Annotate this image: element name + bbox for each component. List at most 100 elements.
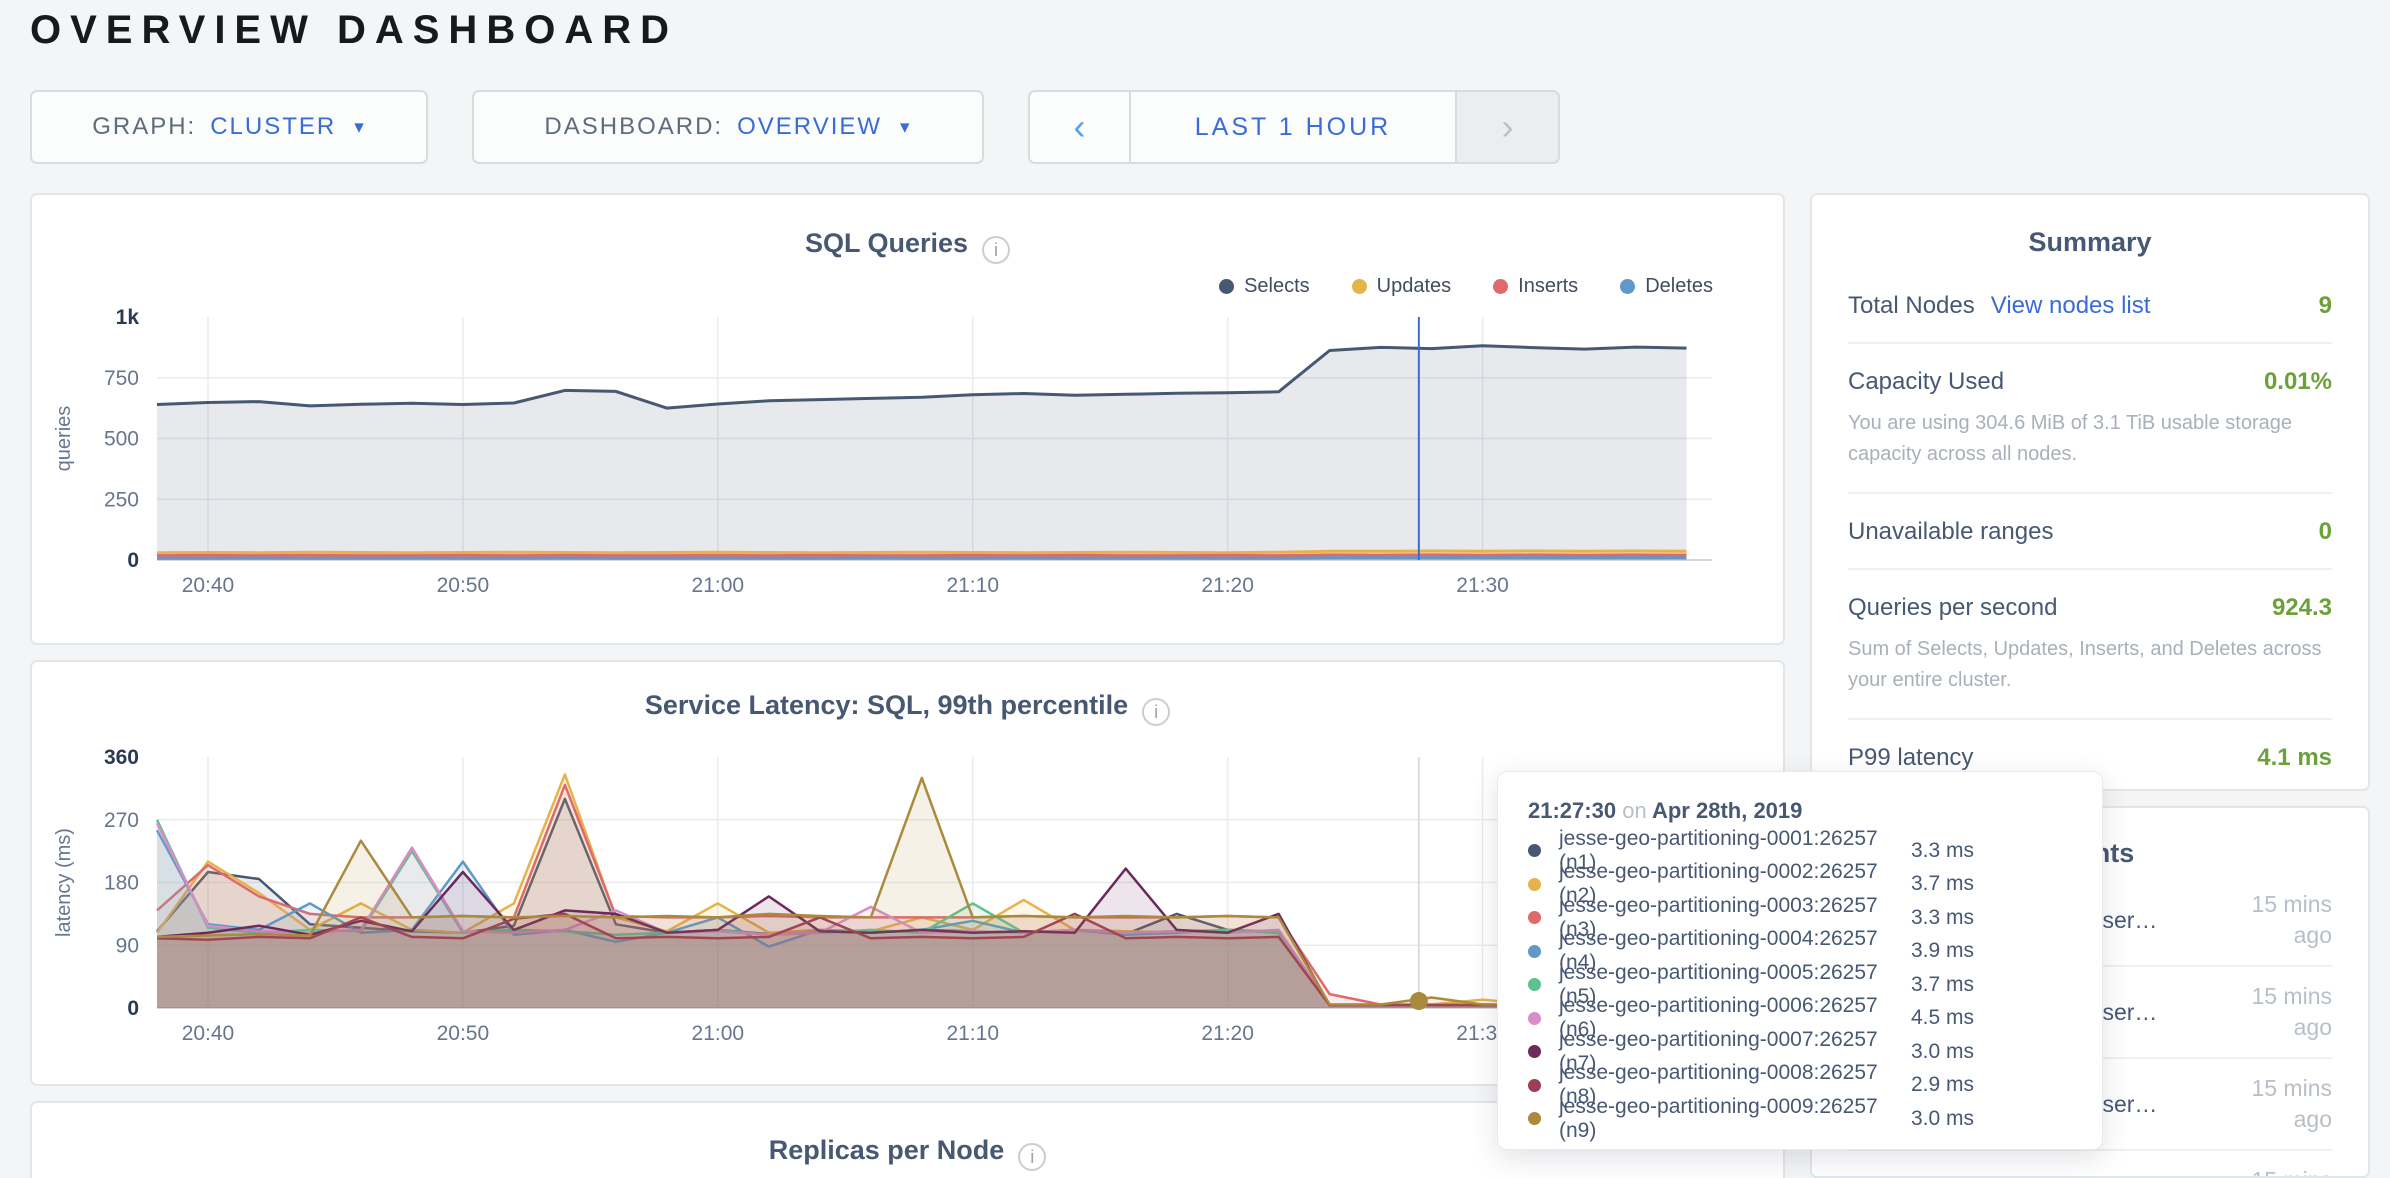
- svg-text:20:50: 20:50: [437, 574, 490, 597]
- graph-dropdown-label: GRAPH:: [92, 113, 197, 140]
- series-line: [156, 549, 1687, 555]
- node-color-dot-icon: [1528, 944, 1541, 958]
- summary-row-queries-per-second: Queries per second 924.3 Sum of Selects,…: [1848, 570, 2332, 720]
- svg-text:500: 500: [104, 428, 139, 451]
- svg-text:360: 360: [104, 746, 139, 769]
- series-area: [157, 774, 1687, 1008]
- summary-value: 0.01%: [2263, 368, 2332, 395]
- time-window-selector: ‹ LAST 1 HOUR ›: [1028, 90, 1560, 164]
- time-window-prev-button[interactable]: ‹: [1030, 92, 1131, 162]
- service-latency-chart[interactable]: 20:40 20:50 21:00 21:10 21:20 21:30 0 90 180 270 3…: [32, 662, 1787, 1088]
- legend-label: Selects: [1244, 275, 1310, 297]
- svg-text:1k: 1k: [116, 306, 140, 329]
- sql-queries-title-text: SQL Queries: [804, 228, 969, 258]
- legend-label: Updates: [1376, 275, 1452, 297]
- summary-value: 9: [2318, 292, 2332, 319]
- svg-text:20:50: 20:50: [437, 1022, 490, 1045]
- grid: 20:40 20:50 21:00 21:10 21:20 21:30 0 90 180 270 3…: [53, 746, 1712, 1045]
- grid: 20:40 20:50 21:00 21:10 21:20 21:30 0 250 500 750…: [53, 306, 1712, 597]
- node-latency-value: 2.9 ms: [1911, 1073, 1975, 1097]
- tooltip-node-row: jesse-geo-partitioning-0007:26257 (n7) 3…: [1528, 1028, 2072, 1075]
- replicas-per-node-panel: Replicas per Node i: [30, 1101, 1785, 1178]
- series-area: [157, 830, 1687, 1008]
- chevron-down-icon: ▾: [900, 116, 912, 138]
- node-latency-value: 3.3 ms: [1911, 905, 1975, 929]
- event-time: 15 mins ago: [2251, 1075, 2332, 1133]
- summary-subtext: You are using 304.6 MiB of 3.1 TiB usabl…: [1848, 412, 2292, 465]
- info-icon[interactable]: i: [1142, 698, 1171, 726]
- node-name: jesse-geo-partitioning-0005:26257 (n5): [1559, 960, 1878, 1008]
- tooltip-connector: on: [1622, 798, 1647, 823]
- view-nodes-list-link[interactable]: View nodes list: [1990, 292, 2151, 319]
- event-time: 15 mins ago: [2251, 983, 2332, 1041]
- summary-label: Queries per second: [1848, 594, 2058, 621]
- dashboard-dropdown-value: OVERVIEW: [737, 113, 883, 140]
- node-color-dot-icon: [1528, 1078, 1541, 1092]
- service-latency-title: Service Latency: SQL, 99th percentile i: [32, 690, 1783, 726]
- service-latency-panel: Service Latency: SQL, 99th percentile i 2…: [30, 660, 1785, 1086]
- tooltip-node-row: jesse-geo-partitioning-0003:26257 (n3) 3…: [1528, 894, 2072, 941]
- node-color-dot-icon: [1528, 911, 1541, 925]
- series-area: [157, 798, 1687, 1008]
- summary-heading: Summary: [2028, 227, 2152, 257]
- node-color-dot-icon: [1528, 978, 1541, 992]
- node-color-dot-icon: [1528, 844, 1541, 858]
- tooltip-node-row: jesse-geo-partitioning-0005:26257 (n5) 3…: [1528, 961, 2072, 1008]
- summary-row-capacity-used: Capacity Used 0.01% You are using 304.6 …: [1848, 344, 2332, 494]
- hover-point-icon: [1409, 992, 1428, 1011]
- node-color-dot-icon: [1528, 877, 1541, 891]
- series-line: [156, 344, 1687, 410]
- event-row[interactable]: Zone Config Changed: User… 15 mins ago: [1848, 1151, 2332, 1176]
- legend-dot-icon: [1219, 279, 1235, 294]
- tooltip-node-row: jesse-geo-partitioning-0002:26257 (n2) 3…: [1528, 860, 2072, 907]
- crosshair: [1409, 757, 1428, 1011]
- page-title: OVERVIEW DASHBOARD: [30, 8, 678, 52]
- graph-dropdown[interactable]: GRAPH: CLUSTER ▾: [30, 90, 428, 164]
- tooltip-node-row: jesse-geo-partitioning-0001:26257 (n1) 3…: [1528, 827, 2072, 874]
- tooltip-date: Apr 28th, 2019: [1651, 798, 1803, 823]
- tooltip-node-row: jesse-geo-partitioning-0008:26257 (n8) 2…: [1528, 1061, 2072, 1108]
- info-icon[interactable]: i: [1018, 1143, 1047, 1171]
- time-window-range-button[interactable]: LAST 1 HOUR: [1131, 92, 1455, 162]
- summary-row-p99-latency: P99 latency 4.1 ms: [1848, 720, 2332, 794]
- event-time: 15 mins ago: [2207, 1165, 2332, 1176]
- svg-text:270: 270: [104, 809, 139, 832]
- svg-text:20:40: 20:40: [182, 1022, 235, 1045]
- svg-text:queries: queries: [53, 406, 75, 472]
- svg-text:21:00: 21:00: [692, 574, 745, 597]
- series-area: [157, 819, 1687, 1008]
- legend-dot-icon: [1620, 279, 1636, 294]
- series-area: [157, 823, 1687, 1008]
- summary-row-unavailable-ranges: Unavailable ranges 0: [1848, 494, 2332, 570]
- sql-queries-legend: Selects Updates Inserts Deletes: [1219, 275, 1713, 298]
- node-latency-value: 3.7 ms: [1911, 872, 1975, 896]
- summary-value: 924.3: [2271, 594, 2332, 621]
- chevron-left-icon: ‹: [1073, 106, 1086, 147]
- series: [155, 773, 1687, 1008]
- sql-queries-chart[interactable]: 20:40 20:50 21:00 21:10 21:20 21:30 0 250 500 750…: [32, 195, 1787, 647]
- node-color-dot-icon: [1528, 1112, 1541, 1126]
- dashboard-dropdown[interactable]: DASHBOARD: OVERVIEW ▾: [472, 90, 984, 164]
- series-line: [156, 912, 1687, 1007]
- chart-hover-tooltip: 21:27:30 on Apr 28th, 2019 jesse-geo-par…: [1497, 771, 2103, 1150]
- svg-text:20:40: 20:40: [182, 574, 235, 597]
- svg-text:21:10: 21:10: [946, 1022, 999, 1045]
- info-icon[interactable]: i: [982, 236, 1011, 264]
- node-name: jesse-geo-partitioning-0009:26257 (n9): [1559, 1094, 1878, 1142]
- node-name: jesse-geo-partitioning-0001:26257 (n1): [1559, 826, 1878, 874]
- legend-item: Deletes: [1620, 275, 1713, 298]
- node-latency-value: 3.9 ms: [1911, 939, 1975, 963]
- series-area: [157, 777, 1687, 1008]
- time-window-range-label: LAST 1 HOUR: [1194, 112, 1392, 141]
- legend-item: Updates: [1351, 275, 1452, 298]
- svg-text:21:10: 21:10: [946, 574, 999, 597]
- svg-text:21:30: 21:30: [1456, 574, 1509, 597]
- summary-label: Unavailable ranges: [1848, 518, 2054, 545]
- svg-text:90: 90: [116, 934, 139, 957]
- event-time: 15 mins ago: [2251, 891, 2332, 949]
- series-area: [157, 913, 1687, 1008]
- summary-value: 0: [2318, 518, 2332, 545]
- series-area: [157, 345, 1687, 560]
- dashboard-dropdown-label: DASHBOARD:: [544, 113, 724, 140]
- time-window-next-button[interactable]: ›: [1455, 92, 1558, 162]
